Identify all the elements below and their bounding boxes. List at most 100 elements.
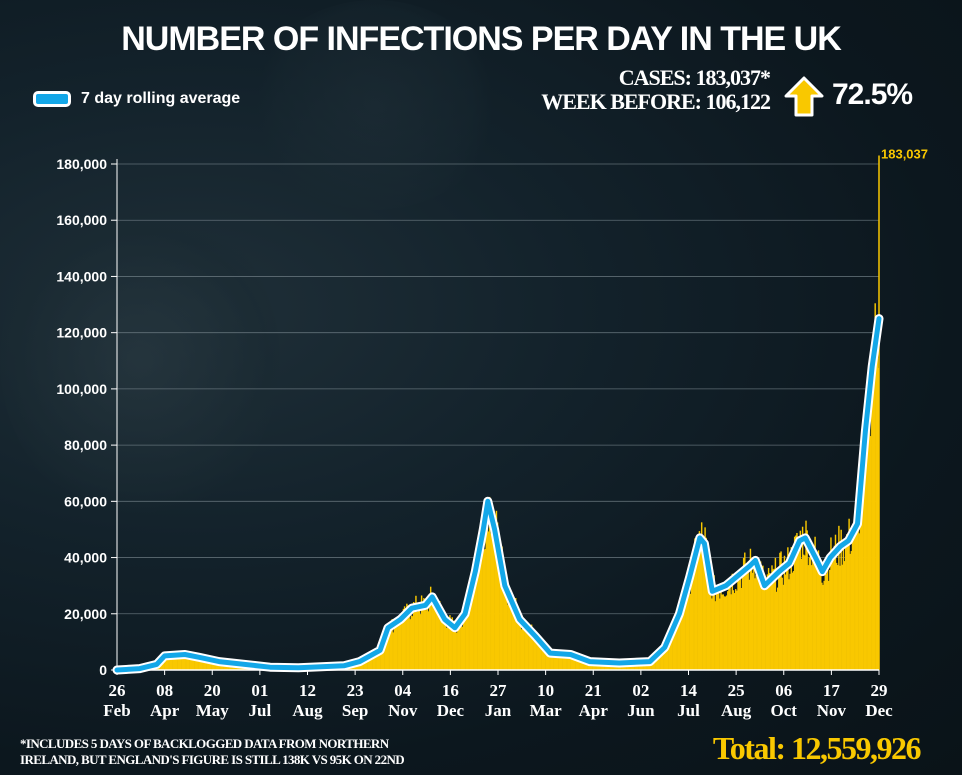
daily-bar (715, 590, 718, 670)
daily-bar (720, 591, 722, 670)
daily-bar (545, 648, 548, 670)
daily-bar (705, 537, 707, 670)
y-tick-label: 180,000 (56, 156, 107, 172)
daily-bar (575, 656, 577, 670)
daily-bar (823, 580, 825, 670)
daily-bar (381, 646, 383, 670)
daily-bar (727, 591, 729, 670)
daily-bar (851, 532, 854, 670)
daily-bar (417, 609, 419, 670)
daily-bar (385, 637, 388, 670)
daily-bar (458, 625, 460, 670)
x-tick-label: 02 (632, 681, 649, 700)
x-tick-label: 04 (394, 681, 412, 700)
daily-bar (662, 650, 664, 670)
daily-bar (171, 654, 173, 670)
daily-bar (672, 627, 675, 670)
daily-bar (212, 661, 214, 670)
daily-bar (817, 550, 820, 670)
daily-bar (205, 657, 207, 670)
daily-bar (409, 619, 411, 670)
daily-bar (859, 480, 862, 670)
daily-bar (517, 621, 519, 670)
daily-bar (798, 540, 800, 670)
daily-bar (453, 620, 456, 670)
daily-bar (197, 658, 199, 670)
daily-bar (200, 655, 203, 670)
daily-bar (553, 654, 555, 670)
x-tick-label: Jul (677, 701, 700, 720)
daily-bar (483, 549, 485, 670)
x-tick-label: 01 (251, 681, 268, 700)
daily-bar (856, 508, 858, 670)
x-tick-label: 17 (823, 681, 841, 700)
daily-bar (847, 543, 849, 670)
daily-bar (827, 580, 830, 670)
daily-bar (736, 590, 738, 670)
daily-bar (192, 656, 195, 670)
daily-bar (791, 572, 794, 670)
daily-bar (826, 558, 829, 670)
daily-bar (530, 624, 533, 670)
daily-bar (164, 658, 167, 670)
daily-bar (399, 619, 401, 670)
daily-bar (661, 647, 663, 670)
daily-bar (395, 624, 398, 670)
daily-bar (382, 639, 384, 670)
daily-bar (485, 514, 487, 670)
daily-bar (369, 657, 372, 670)
daily-bar (810, 565, 813, 670)
daily-bar (162, 658, 164, 670)
daily-bar (640, 663, 643, 670)
daily-bar (657, 653, 660, 670)
daily-bar (753, 562, 755, 670)
daily-bar (473, 580, 475, 670)
x-tick-label: Aug (721, 701, 752, 720)
daily-bar (477, 555, 480, 670)
daily-bar (807, 565, 809, 670)
x-tick-label: 16 (442, 681, 459, 700)
daily-bar (178, 655, 180, 670)
daily-bar (175, 657, 178, 670)
daily-bar (871, 391, 873, 670)
daily-bar (191, 655, 194, 670)
daily-bar (703, 550, 705, 670)
x-tick-label: Feb (103, 701, 130, 720)
daily-bar (867, 438, 870, 670)
daily-bar (730, 594, 732, 670)
daily-bar (779, 552, 781, 670)
daily-bar (682, 605, 685, 670)
daily-bar (426, 601, 428, 670)
y-tick-label: 40,000 (64, 550, 107, 566)
daily-bar (398, 616, 400, 670)
daily-bar (825, 573, 828, 670)
daily-bar (490, 533, 492, 670)
daily-bar (702, 536, 704, 670)
daily-bar (839, 565, 841, 670)
daily-bar (742, 557, 745, 670)
daily-bar (179, 657, 181, 670)
daily-bar (552, 653, 554, 670)
daily-bar (849, 553, 851, 670)
x-tick-label: 25 (728, 681, 745, 700)
daily-bar (843, 561, 846, 670)
daily-bar (769, 573, 771, 670)
daily-bar (476, 563, 478, 670)
daily-bar (583, 658, 585, 670)
daily-bar (428, 594, 431, 670)
daily-bar (829, 569, 831, 670)
daily-bar (773, 568, 775, 670)
daily-bar (655, 656, 658, 670)
daily-bar (813, 555, 815, 670)
daily-bar (834, 534, 837, 670)
daily-bar (690, 578, 693, 670)
daily-bar (821, 582, 823, 670)
y-tick-label: 20,000 (64, 606, 107, 622)
x-tick-label: 14 (680, 681, 698, 700)
daily-bar (561, 656, 563, 670)
daily-bar (666, 647, 669, 670)
daily-bar (397, 626, 399, 670)
daily-bar (446, 627, 449, 670)
daily-bar (457, 617, 459, 670)
daily-bar (758, 580, 761, 670)
